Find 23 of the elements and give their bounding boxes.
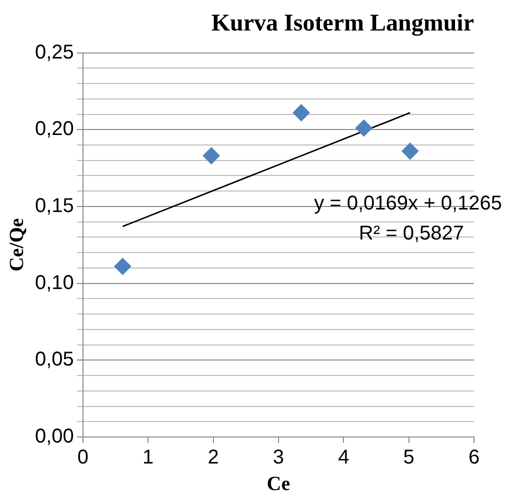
y-tick-label: 0,25 (34, 41, 74, 64)
y-axis-title: Ce/Qe (6, 218, 28, 272)
x-axis-title: Ce (266, 473, 290, 496)
annotation: y = 0,0169x + 0,1265 (314, 192, 502, 215)
y-tick-label: 0,00 (34, 426, 74, 448)
x-tick-label: 1 (142, 446, 154, 469)
x-tick-label: 6 (468, 446, 480, 469)
annotation: R² = 0,5827 (358, 222, 464, 245)
y-tick-label: 0,05 (34, 348, 74, 371)
point (114, 258, 132, 275)
point (292, 104, 310, 122)
point (202, 147, 220, 164)
x-tick-label: 3 (272, 446, 284, 469)
y-tick-label: 0,15 (34, 194, 74, 217)
y-tick-label: 0,20 (34, 118, 74, 140)
point (402, 142, 419, 160)
y-tick-label: 0,10 (34, 272, 74, 294)
x-tick-label: 5 (403, 446, 414, 469)
point (355, 120, 372, 137)
chart-title: Kurva Isoterm Langmuir (211, 10, 474, 37)
x-tick-label: 2 (208, 446, 219, 469)
x-tick-label: 0 (77, 446, 88, 469)
x-tick-label: 4 (338, 446, 350, 469)
